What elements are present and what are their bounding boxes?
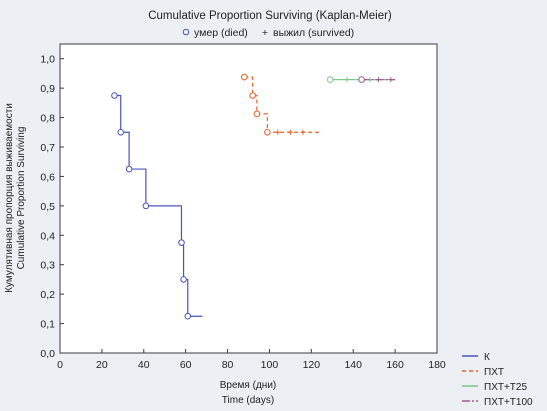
died-point <box>178 239 185 246</box>
x-tick-label: 160 <box>386 359 404 371</box>
survived-marker-icon: + <box>262 27 268 39</box>
censored-point <box>344 77 350 83</box>
y-tick-label: 1,0 <box>40 54 55 66</box>
x-tick-label: 0 <box>57 359 63 371</box>
died-point <box>142 202 150 210</box>
censored-point <box>275 129 281 135</box>
died-point <box>184 312 192 320</box>
legend-label: ПХТ <box>484 367 504 378</box>
series-legend: К ПХТ ПХТ+Т25 ПХТ+Т100 <box>462 352 533 408</box>
x-tick-label: 40 <box>138 359 150 371</box>
died-point <box>241 73 248 81</box>
y-tick-label: 0,6 <box>40 171 55 183</box>
y-axis-label-en: Cumulative Proportion Surviving <box>16 127 27 270</box>
survived-legend-label: выжил (survived) <box>273 27 354 39</box>
y-tick-label: 0,2 <box>40 289 55 301</box>
plot-area <box>59 43 438 354</box>
y-tick-label: 0,9 <box>40 83 55 95</box>
censored-point <box>375 77 381 83</box>
y-axis: 0,0 0,1 0,2 0,3 0,4 0,5 0,6 0,7 0,8 0,9 1,0 <box>40 54 64 360</box>
survival-curves <box>111 73 396 320</box>
died-marker-icon <box>182 28 190 36</box>
y-tick-label: 0,1 <box>40 319 55 331</box>
y-tick-label: 0,5 <box>40 201 55 213</box>
x-axis-label-en: Time (days) <box>222 395 274 406</box>
x-tick-label: 20 <box>96 359 108 371</box>
top-legend: умер (died) + выжил (survived) <box>182 27 354 39</box>
died-point <box>111 92 118 99</box>
died-point <box>264 128 271 136</box>
x-tick-label: 140 <box>344 359 362 371</box>
died-legend-label: умер (died) <box>194 27 248 39</box>
x-tick-label: 60 <box>180 359 192 371</box>
died-point <box>180 276 187 283</box>
censored-point <box>388 77 394 83</box>
y-tick-label: 0,8 <box>40 113 55 125</box>
y-tick-label: 0,0 <box>40 348 55 360</box>
y-axis-label-ru: Кумулятивная пропорция выживаемости <box>4 103 15 293</box>
x-tick-label: 100 <box>261 359 279 371</box>
died-point <box>125 165 133 173</box>
x-tick-label: 180 <box>428 359 446 371</box>
x-tick-label: 120 <box>303 359 321 371</box>
y-tick-label: 0,7 <box>40 142 55 154</box>
died-point <box>117 128 125 136</box>
y-tick-label: 0,4 <box>40 230 55 242</box>
died-point <box>358 76 365 83</box>
died-point <box>253 110 261 118</box>
x-axis-label-ru: Время (дни) <box>220 380 276 391</box>
censored-point <box>287 129 293 135</box>
y-tick-label: 0,3 <box>40 260 55 272</box>
x-tick-label: 80 <box>222 359 234 371</box>
x-axis: 0 20 40 60 80 100 120 140 160 180 <box>57 349 446 371</box>
died-point <box>326 76 334 83</box>
censored-point <box>300 129 306 135</box>
legend-label: К <box>484 352 490 363</box>
legend-label: ПХТ+Т25 <box>484 382 527 393</box>
chart-title: Cumulative Proportion Surviving (Kaplan-… <box>148 10 392 22</box>
died-point <box>249 92 256 99</box>
legend-label: ПХТ+Т100 <box>484 397 533 408</box>
